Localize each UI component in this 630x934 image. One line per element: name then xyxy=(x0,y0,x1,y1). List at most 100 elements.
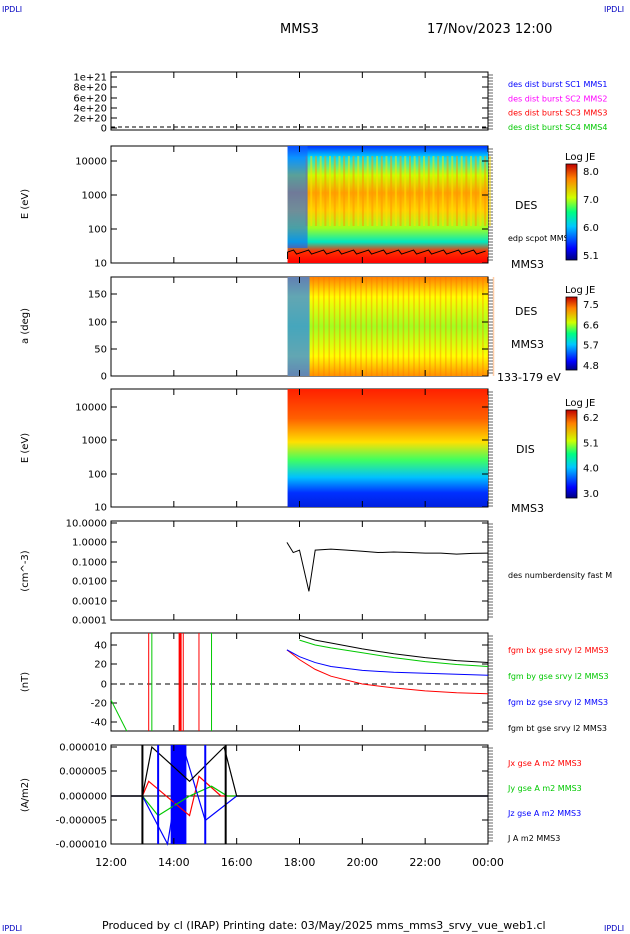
p2-stripe xyxy=(338,156,341,226)
p3-stripe xyxy=(339,277,341,376)
p2-stripe xyxy=(390,156,393,226)
p3-stripe xyxy=(434,277,436,376)
p2-colorbar xyxy=(565,163,578,261)
page-date: 17/Nov/2023 12:00 xyxy=(427,22,553,37)
p2-stripe xyxy=(361,156,364,226)
p1-ytick-label: 4e+20 xyxy=(73,104,107,115)
p3-stripe xyxy=(429,277,431,376)
x-tick-label: 14:00 xyxy=(158,856,190,869)
p5-ytick-label: 10.0000 xyxy=(66,519,107,530)
p2-ytick-label: 10000 xyxy=(75,157,107,168)
p2-stripe xyxy=(441,156,444,226)
p3-stripe xyxy=(402,277,405,376)
p5-frame xyxy=(110,520,489,621)
p3-label-sat: MMS3 xyxy=(511,338,544,351)
p1-ytick-label: 8e+20 xyxy=(73,83,107,94)
p2-stripe xyxy=(423,156,426,226)
p2-stripe xyxy=(380,156,383,226)
p2-ylabel: E (eV) xyxy=(20,189,31,219)
p2-stripe xyxy=(333,156,336,226)
p3-stripe xyxy=(344,277,346,376)
p5-ytick-label: 0.0010 xyxy=(72,597,107,608)
p3-stripe xyxy=(323,277,325,376)
p2-stripe xyxy=(437,156,440,226)
p4-colorbar-tick: 3.0 xyxy=(583,489,599,500)
p4-colorbar xyxy=(565,409,578,499)
x-tick-label: 18:00 xyxy=(284,856,316,869)
p6-series-line xyxy=(299,634,489,664)
p5-ylabel: (cm^-3) xyxy=(20,550,31,591)
p6-legend-entry: fgm bt gse srvy l2 MMS3 xyxy=(508,724,607,733)
p6-legend-entry: fgm by gse srvy l2 MMS3 xyxy=(508,672,609,681)
p2-stripe xyxy=(474,156,477,226)
p3-label-energy: 133-179 eV xyxy=(497,371,561,384)
p6-legend-entry: fgm bx gse srvy l2 MMS3 xyxy=(508,646,609,655)
p2-colorbar-title: Log JE xyxy=(565,152,595,163)
p4-colorbar-title: Log JE xyxy=(565,398,595,409)
p3-colorbar-tick: 5.7 xyxy=(583,341,599,352)
p3-stripe xyxy=(445,277,447,376)
p2-stripe xyxy=(376,156,379,226)
corner-label-br: IPDLI xyxy=(604,924,625,933)
page-title: MMS3 xyxy=(280,22,319,37)
x-tick-label: 22:00 xyxy=(409,856,441,869)
p5-ytick-label: 0.0100 xyxy=(72,577,107,588)
p6-early-by xyxy=(110,699,128,732)
p6-series-line xyxy=(286,649,489,695)
p2-stripe xyxy=(343,156,346,226)
p3-colorbar-title: Log JE xyxy=(565,285,595,296)
p6-ytick-label: -40 xyxy=(91,718,107,729)
p1-legend-entry: des dist burst SC2 MMS2 xyxy=(508,94,607,103)
p3-ylabel: a (deg) xyxy=(20,308,31,344)
p3-heatmap xyxy=(287,277,488,376)
p3-stripe xyxy=(376,277,378,376)
p3-stripe xyxy=(328,277,330,376)
p2-stripe xyxy=(479,156,482,226)
p3-stripe xyxy=(354,277,357,376)
p6-ytick-label: 40 xyxy=(94,641,107,652)
p3-stripe xyxy=(392,277,394,376)
p3-colorbar-tick: 6.6 xyxy=(583,320,599,331)
p2-colorbar-tick: 6.0 xyxy=(583,223,599,234)
p3-stripe xyxy=(450,277,452,376)
p3-stripe xyxy=(439,277,442,376)
p4-ytick-label: 10000 xyxy=(75,403,107,414)
p2-ytick-label: 10 xyxy=(94,259,107,270)
x-tick-label: 00:00 xyxy=(472,856,504,869)
p3-stripe xyxy=(360,277,362,376)
p2-ytick-label: 100 xyxy=(88,225,107,236)
p2-stripe xyxy=(488,156,491,226)
p6-ylabel: (nT) xyxy=(20,672,31,692)
p3-colorbar-tick: 7.5 xyxy=(583,300,599,311)
p1-ytick-label: 0 xyxy=(101,124,107,135)
p2-stripe xyxy=(347,156,350,226)
p4-ytick-label: 1000 xyxy=(82,436,107,447)
p2-stripe xyxy=(366,156,369,226)
p2-stripe xyxy=(399,156,402,226)
p2-stripe xyxy=(319,156,322,226)
p3-stripe xyxy=(397,277,399,376)
p2-stripe xyxy=(455,156,458,226)
p3-stripe xyxy=(333,277,336,376)
x-tick-label: 12:00 xyxy=(95,856,127,869)
p3-early-region xyxy=(287,277,310,376)
corner-label-bl: IPDLI xyxy=(2,924,23,933)
p2-colorbar-tick: 7.0 xyxy=(583,195,599,206)
p3-stripe xyxy=(370,277,373,376)
p2-stripe xyxy=(404,156,407,226)
p3-ytick-label: 50 xyxy=(94,345,107,356)
x-tick-label: 16:00 xyxy=(221,856,253,869)
p7-ytick-label: 0.000005 xyxy=(59,767,107,778)
p3-stripe xyxy=(476,277,479,376)
p4-ylabel: E (eV) xyxy=(20,433,31,463)
p6-ytick-label: 0 xyxy=(101,680,107,691)
p5-legend: des numberdensity fast M xyxy=(508,571,612,580)
p2-stripe xyxy=(408,156,411,226)
p3-colorbar xyxy=(565,296,578,371)
p2-stripe xyxy=(324,156,327,226)
p3-stripe xyxy=(460,277,463,376)
p2-stripe xyxy=(357,156,360,226)
p3-stripe xyxy=(365,277,368,376)
p4-heatmap xyxy=(287,389,488,507)
p3-stripe xyxy=(381,277,383,376)
